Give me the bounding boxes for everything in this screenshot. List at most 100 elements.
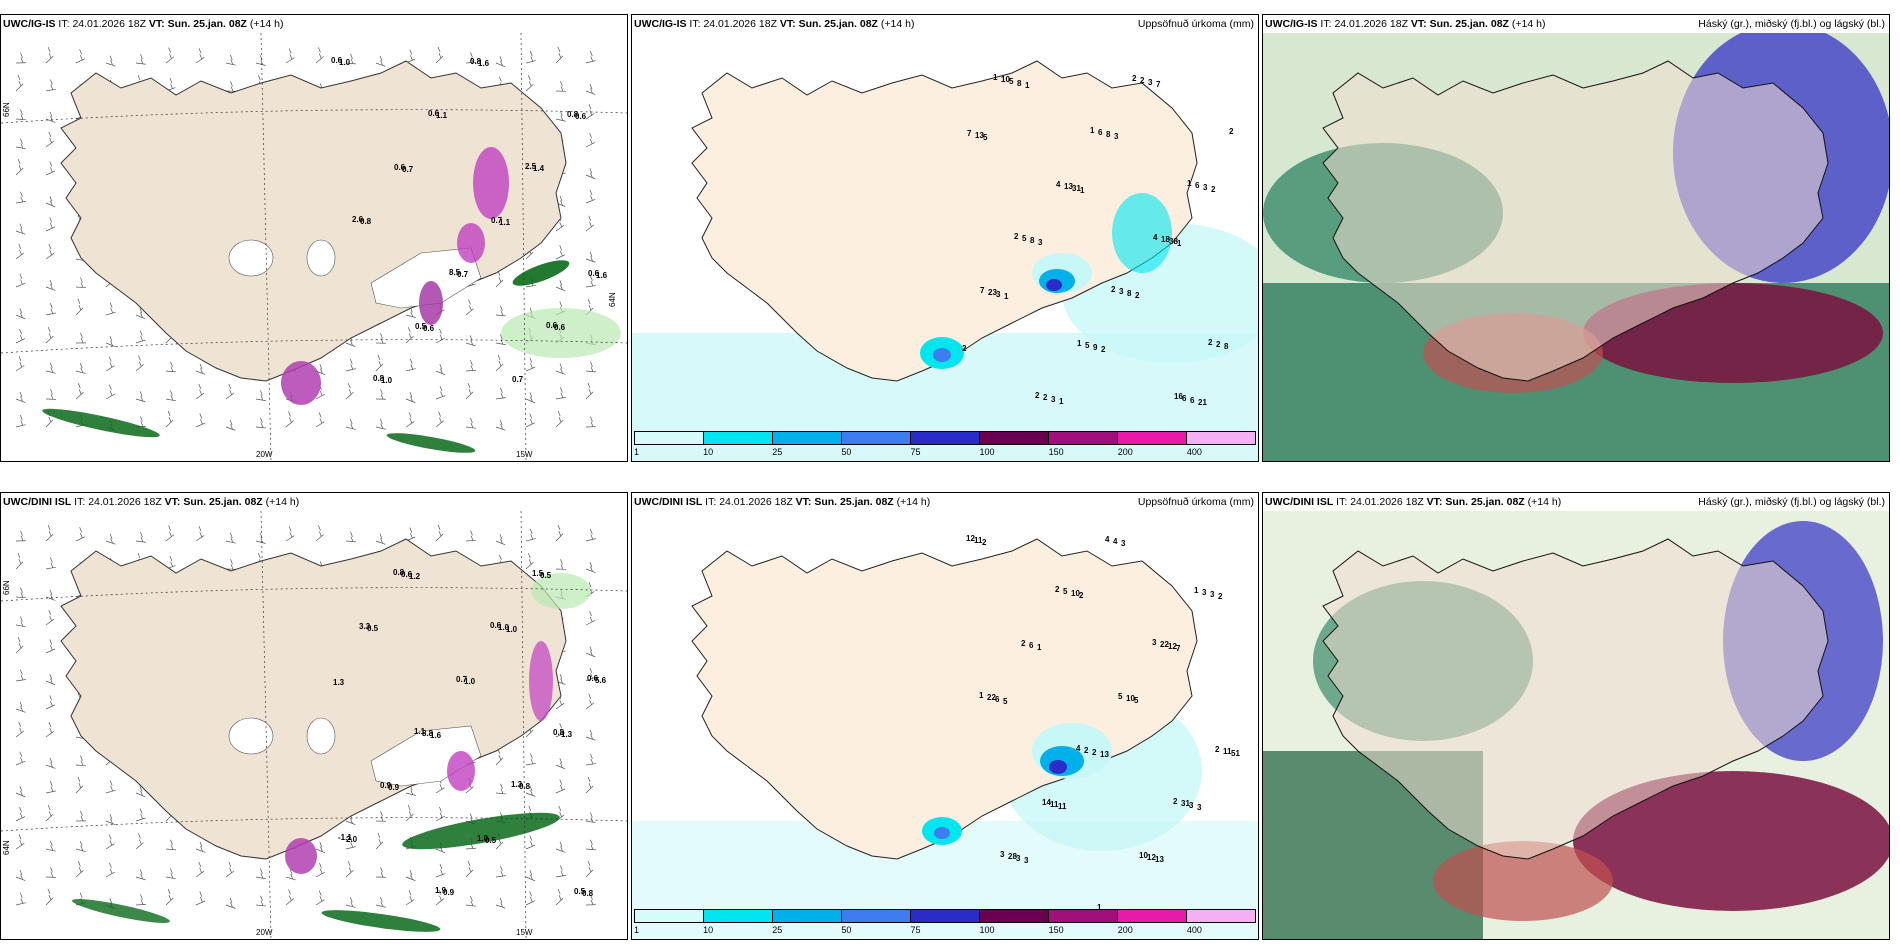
value-label: 1.6 bbox=[596, 271, 608, 280]
wind-barb bbox=[315, 412, 325, 428]
wind-barb bbox=[75, 383, 84, 400]
value-label: 0.6 bbox=[546, 321, 558, 330]
value-label: 1.0 bbox=[498, 623, 510, 632]
wind-barb bbox=[105, 834, 115, 850]
wind-barb bbox=[195, 413, 206, 428]
value-label: 3 bbox=[1024, 856, 1029, 865]
value-labels: 1112222224471161066532227131823565838883… bbox=[962, 73, 1234, 407]
colorbar-swatch bbox=[773, 910, 842, 922]
value-label: 6 bbox=[1029, 641, 1034, 650]
wind-map: 20W 15W 66N 64N 0.60.62.52.68.50.60.80.8… bbox=[1, 33, 627, 461]
panel-title: UWC/IG-IS IT: 24.01.2026 18Z VT: Sun. 25… bbox=[1265, 18, 1546, 30]
value-label: 31 bbox=[1072, 184, 1081, 193]
value-label: 0.5 bbox=[415, 322, 427, 331]
wind-barb bbox=[105, 814, 116, 826]
value-label: 1.6 bbox=[478, 59, 490, 68]
value-label: 23 bbox=[988, 288, 997, 297]
value-label: 22 bbox=[987, 693, 996, 702]
wind-barb bbox=[555, 888, 564, 906]
wind-barb bbox=[585, 361, 596, 373]
wind-barb bbox=[405, 391, 416, 403]
wind-barb bbox=[15, 786, 26, 798]
wind-barb bbox=[15, 329, 26, 344]
wind-barb bbox=[45, 131, 55, 148]
wind-barb bbox=[555, 779, 566, 794]
wind-barb bbox=[525, 553, 534, 570]
value-label: 4 bbox=[1153, 233, 1158, 242]
wind-barb bbox=[465, 530, 476, 542]
colorbar-label: 150 bbox=[1048, 925, 1064, 935]
value-label: 0.7 bbox=[402, 165, 414, 174]
colorbar-labels: 1 10 25 50 75 100 150 200 400 bbox=[634, 447, 1256, 459]
wind-barb bbox=[15, 892, 26, 906]
wind-barb bbox=[45, 674, 56, 686]
value-label: 14 bbox=[1042, 798, 1051, 807]
wind-barb bbox=[435, 411, 444, 428]
wind-barb bbox=[15, 74, 24, 92]
precip-title: Uppsöfnuð úrkoma (mm) bbox=[1137, 18, 1254, 30]
value-label: 12 bbox=[1168, 642, 1177, 651]
wind-barb bbox=[135, 391, 146, 403]
wind-barb bbox=[555, 46, 564, 64]
value-label: 6 bbox=[1182, 394, 1187, 403]
value-label: 0.5 bbox=[367, 624, 379, 633]
wind-barb bbox=[435, 46, 444, 64]
value-label: 4 bbox=[1076, 744, 1081, 753]
wind-barb bbox=[45, 362, 56, 374]
wind-barb bbox=[195, 363, 206, 375]
value-label: 12 bbox=[1147, 853, 1156, 862]
value-label: 21 bbox=[1198, 398, 1207, 407]
wind-barb bbox=[585, 133, 596, 148]
panel-title: UWC/IG-IS IT: 24.01.2026 18Z VT: Sun. 25… bbox=[634, 18, 915, 30]
value-label: 1.2 bbox=[409, 572, 421, 581]
value-label: 2 bbox=[1014, 232, 1019, 241]
wind-barb bbox=[105, 55, 116, 67]
value-label: 28 bbox=[1008, 852, 1017, 861]
value-label: 2 bbox=[1084, 746, 1089, 755]
value-label: 0.8 bbox=[553, 728, 565, 737]
wind-barb bbox=[15, 273, 26, 288]
value-labels: 0.80.60.61.11.3-1.11.91.53.30.70.80.91.0… bbox=[333, 568, 607, 898]
value-label: 3 bbox=[1000, 850, 1005, 859]
value-label: 1 bbox=[1187, 179, 1192, 188]
value-label: 1 bbox=[1059, 397, 1064, 406]
colorbar-label: 50 bbox=[841, 447, 852, 457]
wind-barb bbox=[585, 611, 596, 626]
wind-barb bbox=[585, 528, 596, 542]
wind-barb bbox=[105, 302, 116, 316]
value-label: 1.1 bbox=[499, 218, 511, 227]
clouds-title: Háský (gr.), miðský (fj.bl.) og lágský (… bbox=[1698, 18, 1885, 30]
wind-barb bbox=[435, 328, 445, 344]
value-label: 5 bbox=[1022, 234, 1027, 243]
wind-barb bbox=[255, 895, 266, 907]
wind-barb bbox=[105, 780, 116, 794]
value-label: 1.4 bbox=[533, 164, 545, 173]
cloud-map bbox=[1263, 511, 1889, 939]
value-label: 4 bbox=[1056, 180, 1061, 189]
precip-cores bbox=[922, 723, 1112, 845]
wind-barb bbox=[45, 47, 54, 64]
value-label: 1.3 bbox=[511, 780, 523, 789]
value-label: 1.1 bbox=[436, 111, 448, 120]
value-label: 2 bbox=[1218, 592, 1223, 601]
wind-barb bbox=[375, 811, 387, 822]
wind-barb bbox=[585, 83, 596, 95]
colorbar-swatch bbox=[1187, 910, 1255, 922]
wind-barb bbox=[195, 861, 205, 878]
wind-barb bbox=[15, 158, 24, 176]
wind-barb bbox=[585, 753, 596, 766]
wind-barb bbox=[315, 525, 324, 542]
value-label: 2 bbox=[1140, 76, 1145, 85]
value-label: 2 bbox=[1111, 285, 1116, 294]
value-label: 10 bbox=[1139, 851, 1148, 860]
wind-barb bbox=[45, 757, 56, 769]
colorbar-swatch bbox=[1049, 910, 1118, 922]
precip-blobs bbox=[72, 573, 591, 932]
wind-barb bbox=[75, 49, 86, 64]
wind-barb bbox=[435, 385, 446, 400]
value-label: 3 bbox=[1016, 854, 1021, 863]
wind-barb bbox=[495, 270, 504, 288]
value-label: 51 bbox=[1231, 749, 1240, 758]
wind-barb bbox=[255, 55, 266, 66]
value-label: 3 bbox=[1189, 801, 1194, 810]
